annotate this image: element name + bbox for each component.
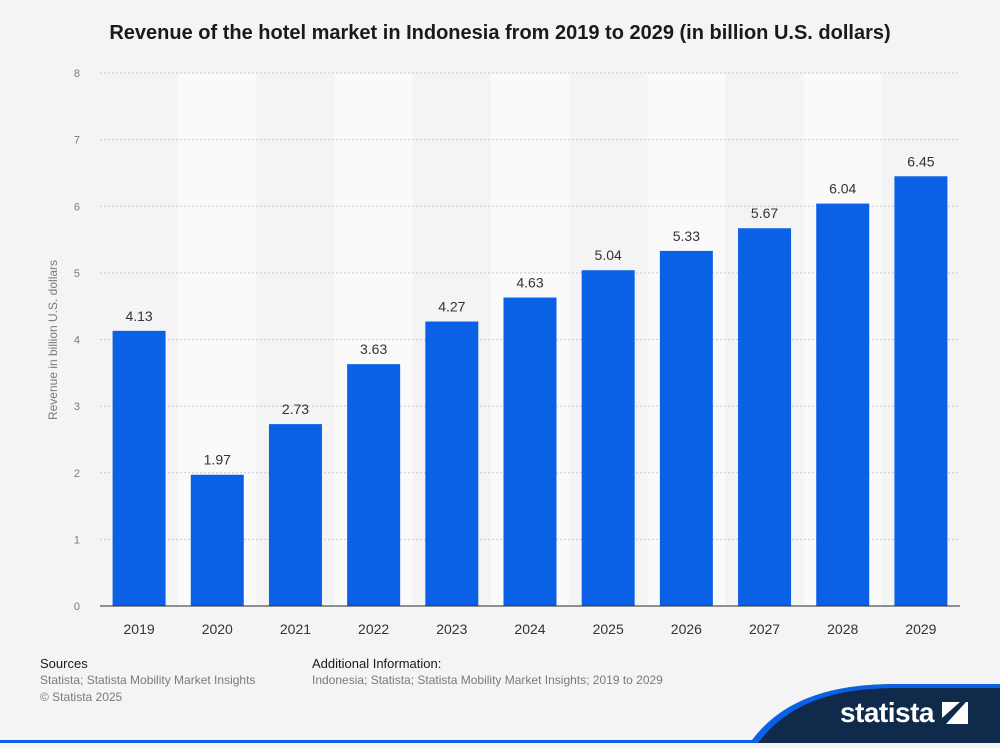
bar-2021[interactable] (268, 424, 322, 606)
bar-2025[interactable] (581, 270, 635, 606)
x-tick-label: 2026 (671, 621, 702, 637)
bar-2026[interactable] (659, 250, 713, 607)
y-tick-label: 7 (74, 135, 80, 147)
bar-2023[interactable] (425, 321, 479, 606)
x-tick-label: 2020 (202, 621, 233, 637)
value-label: 4.27 (438, 299, 465, 315)
x-tick-label: 2027 (749, 621, 780, 637)
value-label: 1.97 (204, 452, 231, 468)
x-tick-label: 2022 (358, 621, 389, 637)
value-label: 4.13 (125, 308, 152, 324)
bar-2028[interactable] (816, 203, 870, 606)
y-tick-label: 2 (74, 468, 80, 480)
value-label: 6.45 (907, 153, 934, 169)
sources-text[interactable]: Statista; Statista Mobility Market Insig… (40, 673, 256, 687)
value-label: 2.73 (282, 401, 309, 417)
x-tick-label: 2019 (124, 621, 155, 637)
value-label: 5.33 (673, 228, 700, 244)
additional-info-block: Additional Information: Indonesia; Stati… (312, 655, 663, 689)
additional-info-text: Indonesia; Statista; Statista Mobility M… (312, 673, 663, 687)
bar-2019[interactable] (112, 330, 166, 606)
value-label: 5.04 (595, 247, 622, 263)
y-tick-label: 1 (74, 534, 80, 546)
y-tick-label: 6 (74, 201, 80, 213)
y-tick-label: 0 (74, 601, 80, 613)
sources-block: Sources Statista; Statista Mobility Mark… (40, 655, 255, 706)
x-tick-label: 2023 (436, 621, 467, 637)
x-tick-label: 2024 (514, 621, 545, 637)
x-tick-label: 2028 (827, 621, 858, 637)
y-tick-label: 5 (74, 268, 80, 280)
value-label: 5.67 (751, 205, 778, 221)
y-tick-label: 8 (74, 68, 80, 80)
chart-title: Revenue of the hotel market in Indonesia… (109, 22, 891, 44)
bar-2029[interactable] (894, 176, 948, 607)
y-tick-label: 3 (74, 401, 80, 413)
x-tick-label: 2025 (593, 621, 624, 637)
value-label: 6.04 (829, 181, 856, 197)
value-label: 4.63 (516, 275, 543, 291)
sources-heading: Sources (40, 656, 88, 671)
value-label: 3.63 (360, 341, 387, 357)
x-tick-label: 2029 (905, 621, 936, 637)
additional-info-heading: Additional Information: (312, 656, 442, 671)
y-axis-label: Revenue in billion U.S. dollars (46, 260, 60, 420)
copyright-text: © Statista 2025 (40, 690, 123, 704)
bar-2027[interactable] (738, 228, 792, 606)
x-tick-label: 2021 (280, 621, 311, 637)
y-tick-label: 4 (74, 335, 80, 347)
bar-2024[interactable] (503, 297, 557, 606)
bar-2022[interactable] (347, 364, 401, 606)
bar-2020[interactable] (190, 474, 244, 606)
